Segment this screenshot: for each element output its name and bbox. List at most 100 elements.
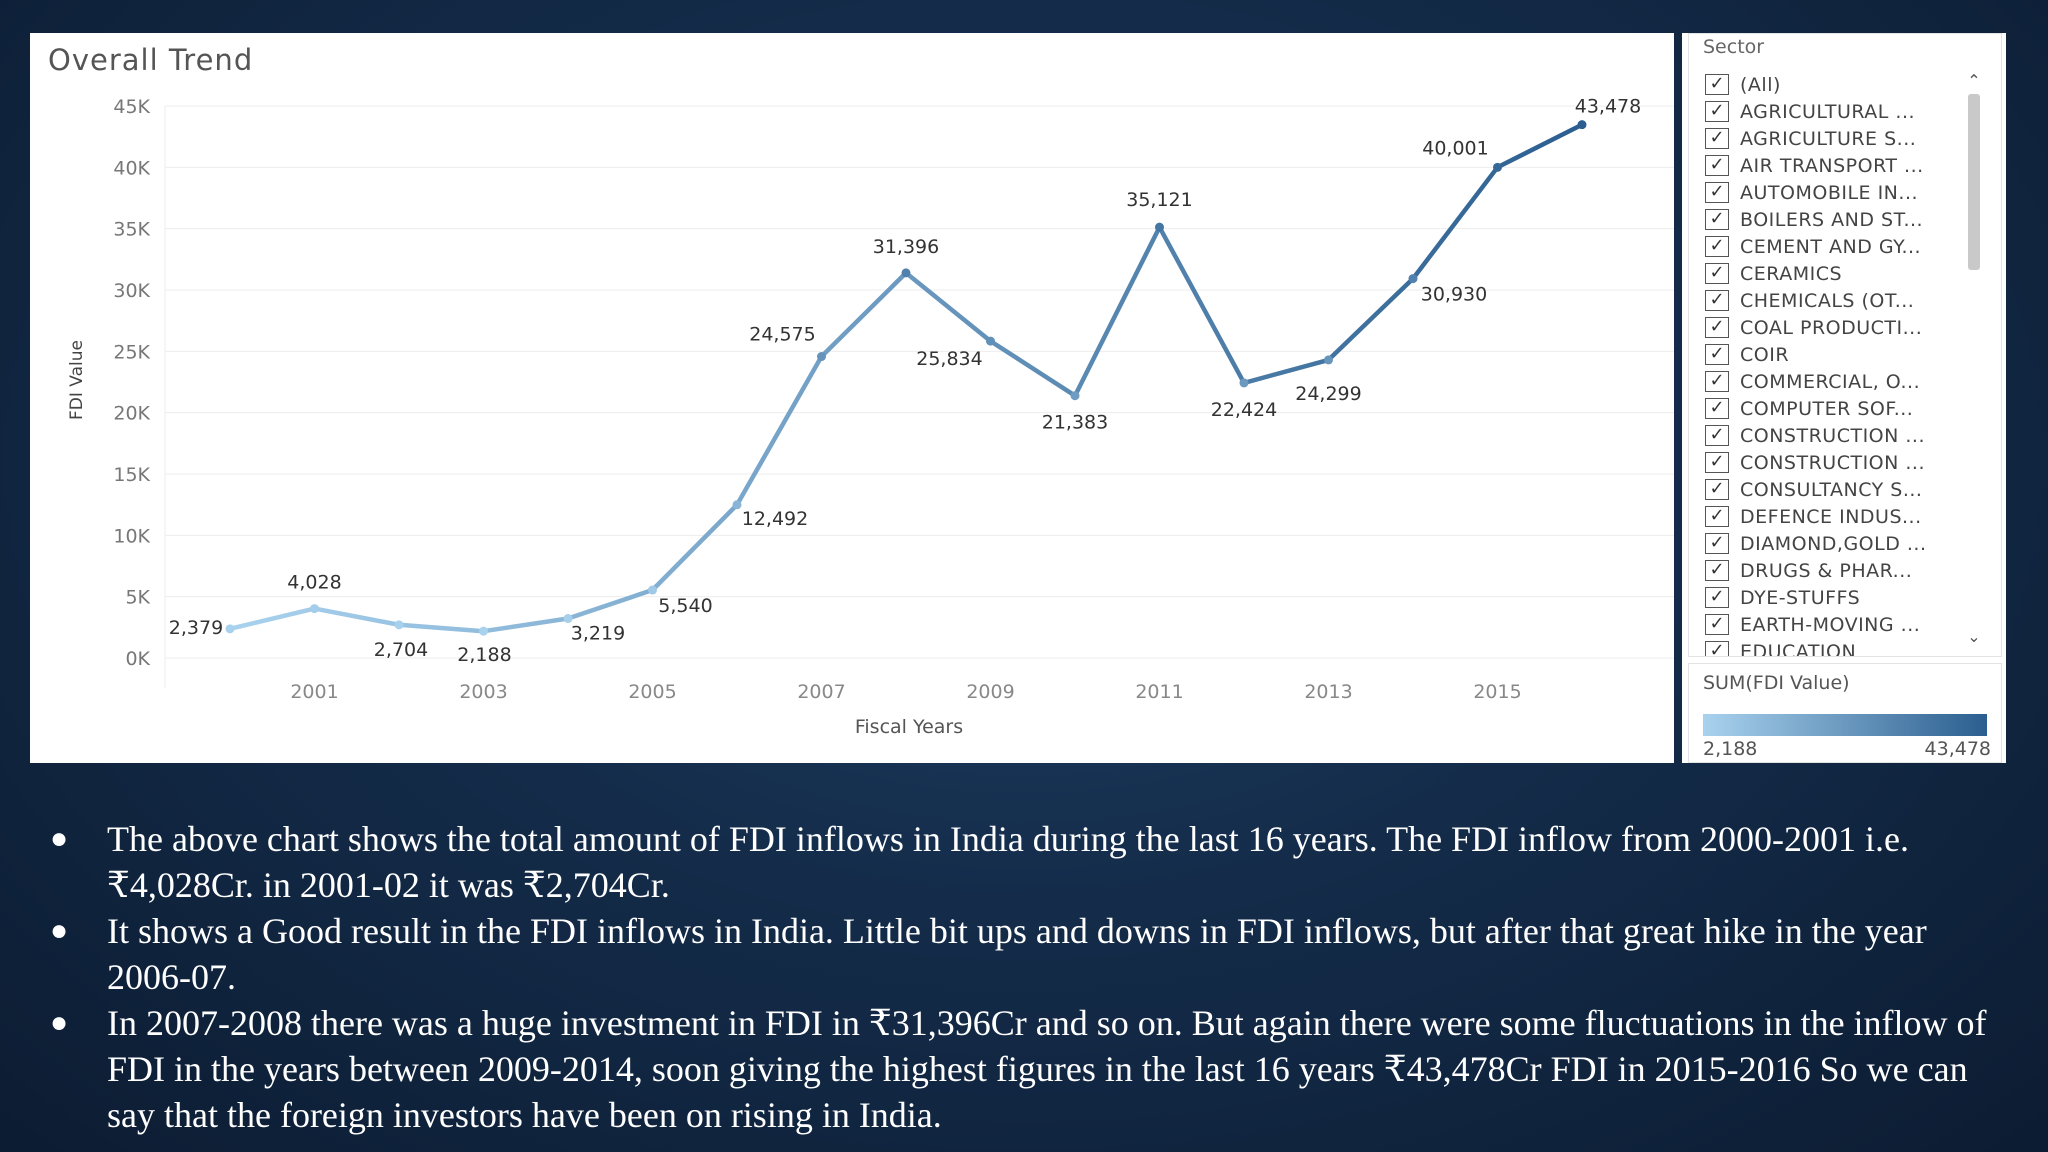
checkbox-checked-icon[interactable]: ✓ bbox=[1705, 74, 1729, 95]
filter-item[interactable]: ✓ CERAMICS bbox=[1689, 260, 1989, 287]
filter-item-label: DRUGS & PHAR... bbox=[1740, 559, 1913, 582]
bullet-marker: ● bbox=[50, 914, 69, 947]
y-tick-label: 15K bbox=[113, 464, 150, 486]
data-point bbox=[732, 500, 742, 510]
filter-item[interactable]: ✓ AGRICULTURE S... bbox=[1689, 125, 1989, 152]
filter-item-label: DIAMOND,GOLD ... bbox=[1740, 532, 1927, 555]
data-label: 2,379 bbox=[169, 617, 223, 639]
filter-item[interactable]: ✓ EARTH-MOVING ... bbox=[1689, 611, 1989, 638]
bullet-text: It shows a Good result in the FDI inflow… bbox=[107, 911, 1927, 997]
data-point bbox=[986, 336, 995, 346]
filter-item[interactable]: ✓ AUTOMOBILE IN... bbox=[1689, 179, 1989, 206]
legend-title: SUM(FDI Value) bbox=[1703, 672, 1850, 694]
checkbox-checked-icon[interactable]: ✓ bbox=[1705, 155, 1729, 176]
sidebar: Sector ✓ (All) ✓ AGRICULTURAL ... ✓ AGRICULTU… bbox=[1682, 33, 2006, 763]
y-tick-label: 45K bbox=[113, 96, 150, 118]
sector-filter: Sector ✓ (All) ✓ AGRICULTURAL ... ✓ AGRICULTU… bbox=[1688, 33, 2002, 657]
filter-item[interactable]: ✓ (All) bbox=[1689, 71, 1989, 98]
filter-item-label: AGRICULTURE S... bbox=[1740, 127, 1917, 150]
data-label: 4,028 bbox=[287, 572, 341, 594]
y-tick-label: 20K bbox=[113, 403, 150, 425]
filter-item[interactable]: ✓ AIR TRANSPORT ... bbox=[1689, 152, 1989, 179]
filter-item[interactable]: ✓ EDUCATION bbox=[1689, 638, 1989, 656]
x-tick-label: 2009 bbox=[966, 681, 1014, 703]
filter-item-label: BOILERS AND ST... bbox=[1740, 208, 1924, 231]
checkbox-checked-icon[interactable]: ✓ bbox=[1705, 128, 1729, 149]
filter-item[interactable]: ✓ COIR bbox=[1689, 341, 1989, 368]
chevron-up-icon[interactable]: ⌃ bbox=[1967, 71, 1981, 90]
data-point bbox=[479, 626, 488, 636]
x-axis-title: Fiscal Years bbox=[855, 716, 963, 738]
x-tick-label: 2005 bbox=[628, 681, 676, 703]
checkbox-checked-icon[interactable]: ✓ bbox=[1705, 425, 1729, 446]
filter-title: Sector bbox=[1703, 36, 1765, 58]
data-label: 24,575 bbox=[749, 324, 815, 346]
filter-item[interactable]: ✓ CONSTRUCTION ... bbox=[1689, 449, 1989, 476]
checkbox-checked-icon[interactable]: ✓ bbox=[1705, 533, 1729, 554]
checkbox-checked-icon[interactable]: ✓ bbox=[1705, 614, 1729, 635]
filter-item[interactable]: ✓ DRUGS & PHAR... bbox=[1689, 557, 1989, 584]
checkbox-checked-icon[interactable]: ✓ bbox=[1705, 344, 1729, 365]
filter-item[interactable]: ✓ BOILERS AND ST... bbox=[1689, 206, 1989, 233]
checkbox-checked-icon[interactable]: ✓ bbox=[1705, 506, 1729, 527]
checkbox-checked-icon[interactable]: ✓ bbox=[1705, 236, 1729, 257]
data-point bbox=[1577, 120, 1587, 130]
y-tick-label: 25K bbox=[113, 341, 150, 363]
bullet-text: In 2007-2008 there was a huge investment… bbox=[107, 1003, 1987, 1135]
y-tick-label: 40K bbox=[113, 157, 150, 179]
filter-item-label: CONSTRUCTION ... bbox=[1740, 424, 1926, 447]
scroll-thumb[interactable] bbox=[1968, 94, 1980, 270]
filter-list: ✓ (All) ✓ AGRICULTURAL ... ✓ AGRICULTURE S...… bbox=[1689, 71, 1989, 656]
filter-item[interactable]: ✓ CONSULTANCY S... bbox=[1689, 476, 1989, 503]
filter-item[interactable]: ✓ COAL PRODUCTI... bbox=[1689, 314, 1989, 341]
filter-item[interactable]: ✓ DEFENCE INDUS... bbox=[1689, 503, 1989, 530]
checkbox-checked-icon[interactable]: ✓ bbox=[1705, 290, 1729, 311]
filter-item[interactable]: ✓ CHEMICALS (OT... bbox=[1689, 287, 1989, 314]
data-point bbox=[1070, 391, 1080, 401]
filter-item[interactable]: ✓ COMPUTER SOF... bbox=[1689, 395, 1989, 422]
data-point bbox=[1239, 378, 1249, 388]
bullet-list: ● The above chart shows the total amount … bbox=[44, 816, 2004, 1138]
filter-item-label: COAL PRODUCTI... bbox=[1740, 316, 1923, 339]
filter-item-label: EARTH-MOVING ... bbox=[1740, 613, 1921, 636]
data-point bbox=[817, 352, 826, 362]
filter-item-label: CONSTRUCTION ... bbox=[1740, 451, 1926, 474]
checkbox-checked-icon[interactable]: ✓ bbox=[1705, 371, 1729, 392]
checkbox-checked-icon[interactable]: ✓ bbox=[1705, 560, 1729, 581]
filter-item-label: COIR bbox=[1740, 343, 1790, 366]
legend-min-label: 2,188 bbox=[1703, 738, 1758, 760]
data-label: 3,219 bbox=[571, 623, 625, 645]
filter-item-label: COMPUTER SOF... bbox=[1740, 397, 1914, 420]
filter-item-label: DYE-STUFFS bbox=[1740, 586, 1861, 609]
data-label: 40,001 bbox=[1422, 137, 1488, 159]
filter-item[interactable]: ✓ DYE-STUFFS bbox=[1689, 584, 1989, 611]
checkbox-checked-icon[interactable]: ✓ bbox=[1705, 101, 1729, 122]
checkbox-checked-icon[interactable]: ✓ bbox=[1705, 182, 1729, 203]
filter-scrollbar[interactable]: ⌃ ⌄ bbox=[1962, 70, 1986, 650]
fdi-line bbox=[227, 122, 1585, 634]
filter-item[interactable]: ✓ CEMENT AND GY... bbox=[1689, 233, 1989, 260]
legend-max-label: 43,478 bbox=[1924, 738, 1991, 760]
filter-item[interactable]: ✓ COMMERCIAL, O... bbox=[1689, 368, 1989, 395]
filter-item-label: EDUCATION bbox=[1740, 640, 1857, 657]
checkbox-checked-icon[interactable]: ✓ bbox=[1705, 479, 1729, 500]
filter-item[interactable]: ✓ CONSTRUCTION ... bbox=[1689, 422, 1989, 449]
checkbox-checked-icon[interactable]: ✓ bbox=[1705, 587, 1729, 608]
checkbox-checked-icon[interactable]: ✓ bbox=[1705, 641, 1729, 656]
filter-item[interactable]: ✓ AGRICULTURAL ... bbox=[1689, 98, 1989, 125]
bullet-marker: ● bbox=[50, 1006, 69, 1039]
chevron-down-icon[interactable]: ⌄ bbox=[1967, 627, 1981, 646]
checkbox-checked-icon[interactable]: ✓ bbox=[1705, 209, 1729, 230]
checkbox-checked-icon[interactable]: ✓ bbox=[1705, 263, 1729, 284]
checkbox-checked-icon[interactable]: ✓ bbox=[1705, 452, 1729, 473]
filter-item-label: CERAMICS bbox=[1740, 262, 1843, 285]
data-label: 31,396 bbox=[873, 236, 939, 258]
legend-gradient-bar bbox=[1703, 714, 1987, 736]
checkbox-checked-icon[interactable]: ✓ bbox=[1705, 317, 1729, 338]
data-point bbox=[901, 268, 911, 278]
filter-item[interactable]: ✓ DIAMOND,GOLD ... bbox=[1689, 530, 1989, 557]
bullet-marker: ● bbox=[50, 822, 69, 855]
x-tick-label: 2003 bbox=[459, 681, 507, 703]
data-point bbox=[1493, 162, 1502, 172]
checkbox-checked-icon[interactable]: ✓ bbox=[1705, 398, 1729, 419]
